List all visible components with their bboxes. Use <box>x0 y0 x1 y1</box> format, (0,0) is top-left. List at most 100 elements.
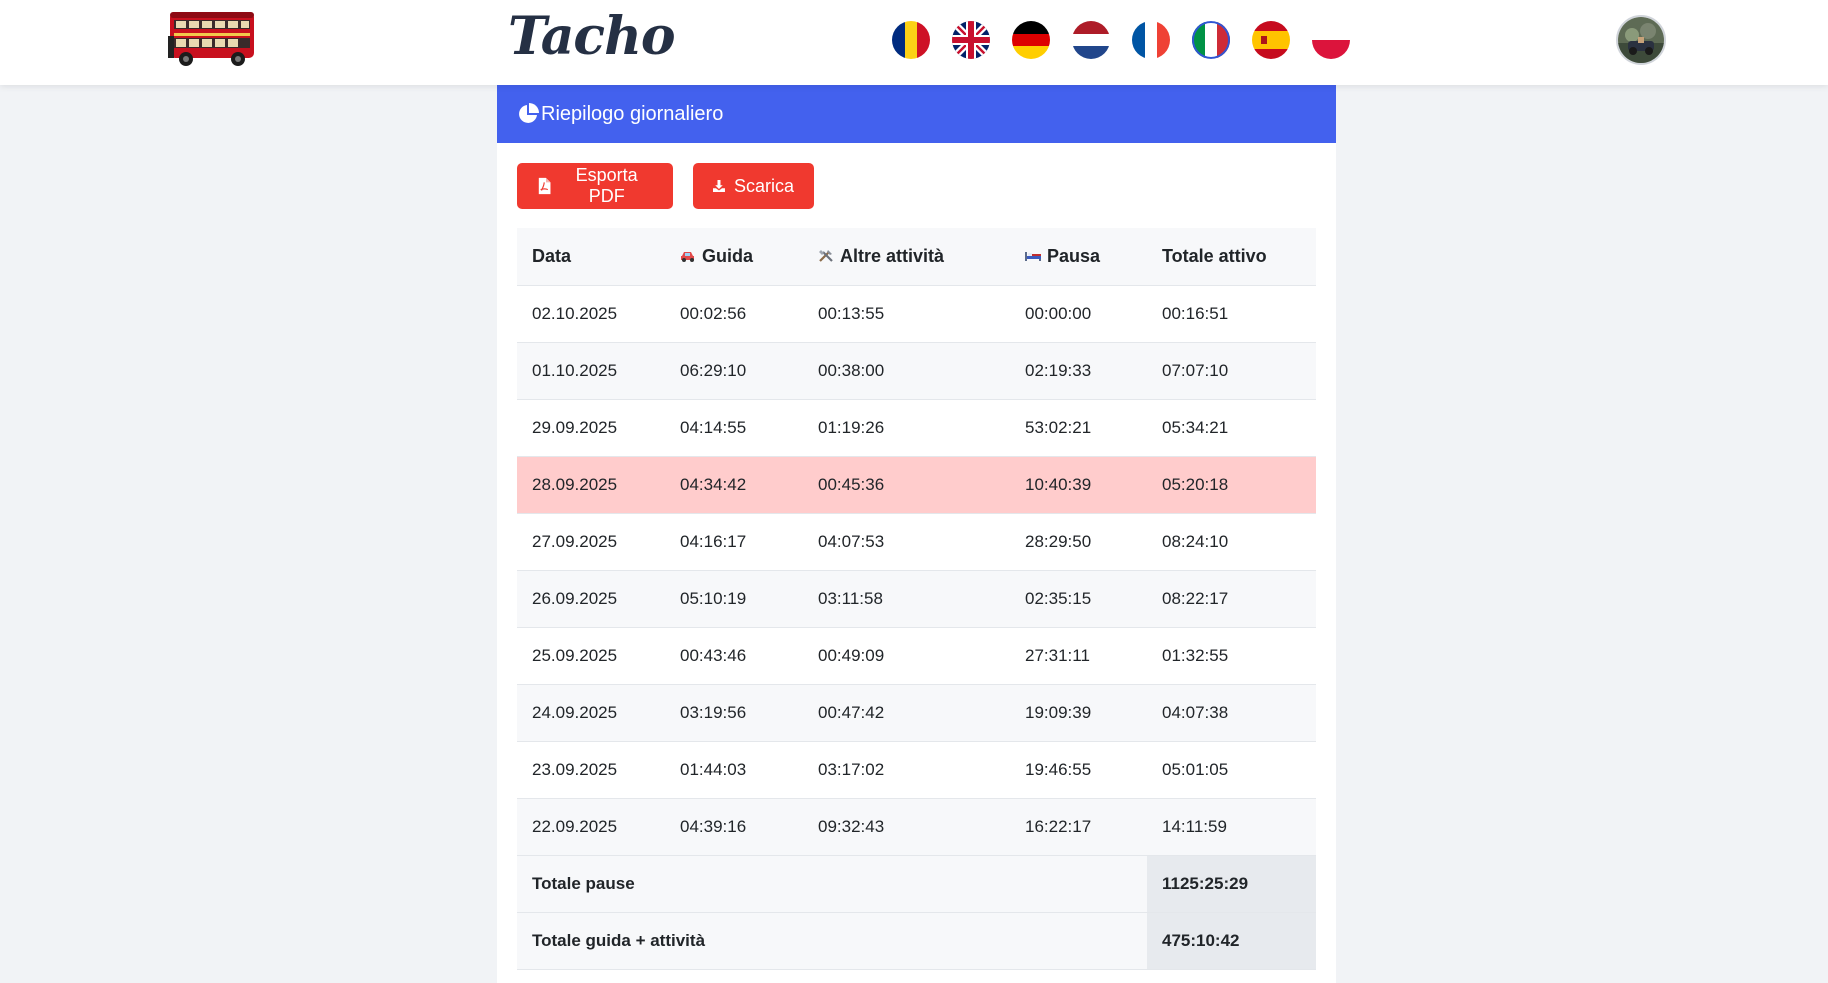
cell-altre-attivita: 04:07:53 <box>803 513 1010 571</box>
bed-icon <box>1025 251 1041 261</box>
cell-date: 23.09.2025 <box>517 741 665 799</box>
table-row[interactable]: 25.09.2025 00:43:46 00:49:09 27:31:11 01:32:… <box>517 627 1316 685</box>
column-header-pausa-label: Pausa <box>1047 245 1101 266</box>
flag-france-icon[interactable] <box>1132 21 1170 59</box>
flag-germany-icon[interactable] <box>1012 21 1050 59</box>
cell-totale-attivo: 05:01:05 <box>1147 741 1316 799</box>
download-icon <box>713 180 725 192</box>
cell-guida: 04:14:55 <box>665 399 803 457</box>
cell-pausa: 19:46:55 <box>1010 741 1147 799</box>
action-buttons: Esporta PDF Scarica <box>517 163 814 209</box>
table-header-row: Data Guida Altre attività Pausa Totale a… <box>517 228 1316 286</box>
cell-guida: 05:10:19 <box>665 570 803 628</box>
cell-altre-attivita: 00:49:09 <box>803 627 1010 685</box>
table-row[interactable]: 22.09.2025 04:39:16 09:32:43 16:22:17 14:11:… <box>517 798 1316 856</box>
cell-totale-attivo: 04:07:38 <box>1147 684 1316 742</box>
table-row[interactable]: 26.09.2025 05:10:19 03:11:58 02:35:15 08:22:… <box>517 570 1316 628</box>
cell-totale-attivo: 01:32:55 <box>1147 627 1316 685</box>
column-header-altre-attivita-label: Altre attività <box>840 245 945 266</box>
cell-altre-attivita: 03:17:02 <box>803 741 1010 799</box>
cell-pausa: 16:22:17 <box>1010 798 1147 856</box>
cell-date: 27.09.2025 <box>517 513 665 571</box>
download-button[interactable]: Scarica <box>693 163 814 209</box>
cell-pausa: 27:31:11 <box>1010 627 1147 685</box>
cell-pausa: 02:35:15 <box>1010 570 1147 628</box>
cell-date: 29.09.2025 <box>517 399 665 457</box>
total-driving-activity-label: Totale guida + attività <box>517 912 1147 970</box>
table-row-highlighted[interactable]: 28.09.2025 04:34:42 00:45:36 10:40:39 05:20:… <box>517 456 1316 514</box>
column-header-guida[interactable]: Guida <box>665 228 803 286</box>
card-header: Riepilogo giornaliero <box>497 85 1336 143</box>
cell-totale-attivo: 07:07:10 <box>1147 342 1316 400</box>
flag-uk-icon[interactable] <box>952 21 990 59</box>
flag-italy-icon[interactable] <box>1192 21 1230 59</box>
cell-altre-attivita: 00:38:00 <box>803 342 1010 400</box>
cell-totale-attivo: 08:22:17 <box>1147 570 1316 628</box>
cell-totale-attivo: 05:20:18 <box>1147 456 1316 514</box>
total-pauses-label: Totale pause <box>517 855 1147 913</box>
total-driving-activity-row: Totale guida + attività 475:10:42 <box>517 912 1316 970</box>
cell-pausa: 02:19:33 <box>1010 342 1147 400</box>
cell-pausa: 53:02:21 <box>1010 399 1147 457</box>
download-label: Scarica <box>733 175 794 196</box>
cell-guida: 03:19:56 <box>665 684 803 742</box>
column-header-totale-attivo[interactable]: Totale attivo <box>1147 228 1316 286</box>
cell-altre-attivita: 03:11:58 <box>803 570 1010 628</box>
cell-guida: 00:02:56 <box>665 285 803 343</box>
pie-chart-icon <box>519 103 539 123</box>
cell-guida: 06:29:10 <box>665 342 803 400</box>
total-driving-activity-value: 475:10:42 <box>1147 912 1316 970</box>
cell-date: 25.09.2025 <box>517 627 665 685</box>
cell-date: 22.09.2025 <box>517 798 665 856</box>
column-header-data[interactable]: Data <box>517 228 665 286</box>
cell-altre-attivita: 00:45:36 <box>803 456 1010 514</box>
column-header-altre-attivita[interactable]: Altre attività <box>803 228 1010 286</box>
cell-guida: 04:34:42 <box>665 456 803 514</box>
top-navbar: Tacho <box>0 0 1828 85</box>
user-avatar[interactable] <box>1616 15 1666 65</box>
double-decker-bus-icon[interactable] <box>166 8 260 68</box>
cell-date: 24.09.2025 <box>517 684 665 742</box>
car-icon <box>681 251 694 262</box>
cell-pausa: 19:09:39 <box>1010 684 1147 742</box>
pdf-file-icon <box>538 177 551 195</box>
card-title: Riepilogo giornaliero <box>541 102 724 125</box>
language-switcher <box>892 21 1350 59</box>
total-pauses-value: 1125:25:29 <box>1147 855 1316 913</box>
cell-totale-attivo: 08:24:10 <box>1147 513 1316 571</box>
tools-icon <box>819 249 833 262</box>
cell-altre-attivita: 09:32:43 <box>803 798 1010 856</box>
table-row[interactable]: 23.09.2025 01:44:03 03:17:02 19:46:55 05:01:… <box>517 741 1316 799</box>
table-row[interactable]: 24.09.2025 03:19:56 00:47:42 19:09:39 04:07:… <box>517 684 1316 742</box>
cell-altre-attivita: 00:47:42 <box>803 684 1010 742</box>
table-row[interactable]: 27.09.2025 04:16:17 04:07:53 28:29:50 08:24:… <box>517 513 1316 571</box>
cell-guida: 04:16:17 <box>665 513 803 571</box>
flag-spain-icon[interactable] <box>1252 21 1290 59</box>
column-header-pausa[interactable]: Pausa <box>1010 228 1147 286</box>
brand-title[interactable]: Tacho <box>508 6 676 67</box>
cell-pausa: 28:29:50 <box>1010 513 1147 571</box>
flag-netherlands-icon[interactable] <box>1072 21 1110 59</box>
cell-totale-attivo: 14:11:59 <box>1147 798 1316 856</box>
cell-date: 26.09.2025 <box>517 570 665 628</box>
total-pauses-row: Totale pause 1125:25:29 <box>517 855 1316 913</box>
flag-poland-icon[interactable] <box>1312 21 1350 59</box>
table-row[interactable]: 29.09.2025 04:14:55 01:19:26 53:02:21 05:34:… <box>517 399 1316 457</box>
cell-guida: 01:44:03 <box>665 741 803 799</box>
cell-pausa: 10:40:39 <box>1010 456 1147 514</box>
cell-guida: 00:43:46 <box>665 627 803 685</box>
cell-altre-attivita: 01:19:26 <box>803 399 1010 457</box>
table-row[interactable]: 02.10.2025 00:02:56 00:13:55 00:00:00 00:16:… <box>517 285 1316 343</box>
cell-altre-attivita: 00:13:55 <box>803 285 1010 343</box>
cell-date: 02.10.2025 <box>517 285 665 343</box>
cell-date: 01.10.2025 <box>517 342 665 400</box>
export-pdf-label: Esporta PDF <box>575 165 638 206</box>
table-row[interactable]: 01.10.2025 06:29:10 00:38:00 02:19:33 07:07:… <box>517 342 1316 400</box>
daily-summary-table: Data Guida Altre attività Pausa Totale a… <box>517 228 1316 970</box>
column-header-guida-label: Guida <box>702 245 754 266</box>
flag-romania-icon[interactable] <box>892 21 930 59</box>
daily-summary-card: Riepilogo giornaliero Esporta PDF Scaric… <box>497 85 1336 983</box>
cell-totale-attivo: 05:34:21 <box>1147 399 1316 457</box>
cell-totale-attivo: 00:16:51 <box>1147 285 1316 343</box>
export-pdf-button[interactable]: Esporta PDF <box>517 163 673 209</box>
